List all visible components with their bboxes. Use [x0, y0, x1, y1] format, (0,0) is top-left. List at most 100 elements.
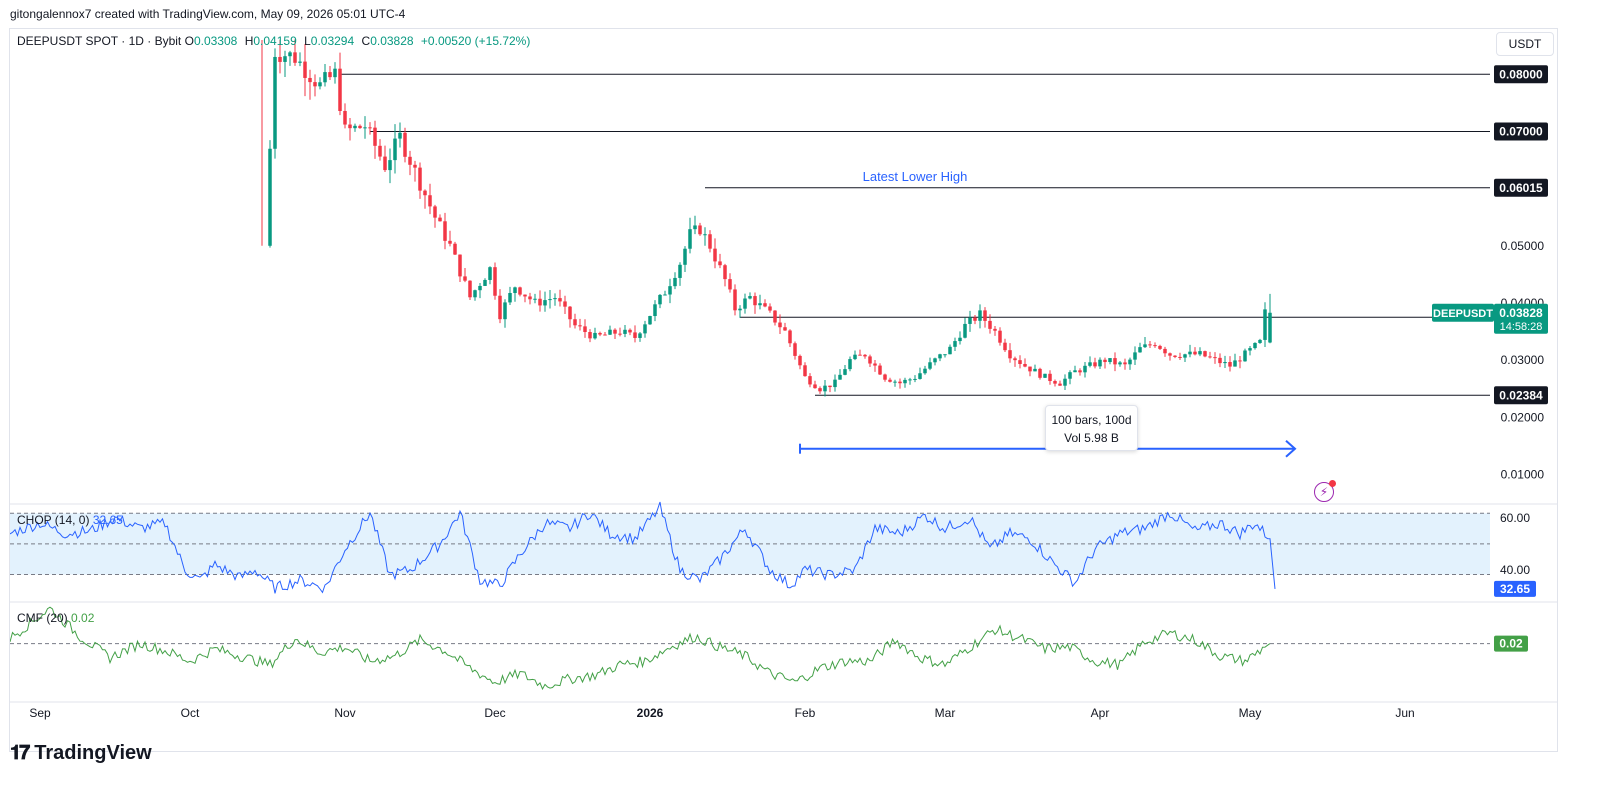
candle-up	[1068, 372, 1072, 379]
candle-down	[1048, 373, 1052, 382]
brand-name: TradingView	[34, 742, 152, 764]
high-value: 0.04159	[253, 34, 297, 48]
candle-down	[558, 298, 562, 302]
candle-up	[398, 132, 402, 139]
candle-down	[628, 329, 632, 333]
candle-down	[828, 385, 832, 388]
candle-up	[1268, 312, 1272, 343]
candle-up	[298, 61, 302, 63]
close-label: C	[361, 34, 371, 48]
chop-line	[9, 501, 1276, 594]
candle-down	[858, 354, 862, 356]
high-label: H	[244, 34, 254, 48]
lightning-icon[interactable]: ⚡	[1314, 480, 1336, 502]
candle-down	[788, 330, 792, 344]
candle-up	[1063, 378, 1067, 386]
candle-down	[1013, 358, 1017, 361]
candle-up	[933, 358, 937, 363]
current-price-label: 0.03828	[1499, 306, 1543, 320]
date-range-arrow-head	[1285, 439, 1297, 458]
candle-down	[1123, 362, 1127, 365]
candle-down	[443, 221, 447, 241]
candle-down	[1093, 362, 1097, 367]
candle-down	[418, 167, 422, 191]
candle-down	[793, 343, 797, 356]
candle-up	[1183, 354, 1187, 358]
candle-down	[563, 301, 567, 307]
currency-button[interactable]: USDT	[1496, 32, 1554, 56]
candle-up	[918, 373, 922, 379]
low-label: L	[304, 34, 311, 48]
candle-down	[423, 190, 427, 196]
candle-up	[693, 225, 697, 230]
candle-up	[1128, 359, 1132, 365]
candle-down	[578, 325, 582, 327]
candle-up	[513, 287, 517, 294]
candle-down	[613, 329, 617, 334]
candle-up	[323, 72, 327, 83]
level-price-label: 0.08000	[1499, 67, 1543, 81]
symbol-name: DEEPUSDT SPOT · 1D · Bybit	[17, 34, 182, 48]
candle-up	[1088, 362, 1092, 366]
candle-up	[833, 379, 837, 388]
candle-down	[773, 310, 777, 323]
symbol-price-tag	[1432, 303, 1494, 322]
level-price-label: 0.07000	[1499, 124, 1543, 138]
candle-down	[378, 145, 382, 157]
candle-down	[1218, 357, 1222, 364]
candle-down	[448, 240, 452, 244]
candle-down	[1113, 358, 1117, 365]
measure-volume: Vol 5.98 B	[1064, 431, 1119, 445]
candle-down	[763, 303, 767, 307]
candle-up	[393, 138, 397, 161]
candle-up	[893, 381, 897, 383]
symbol-legend[interactable]: DEEPUSDT SPOT · 1D · Bybit O0.03308 H0.0…	[17, 34, 534, 48]
candle-down	[413, 164, 417, 168]
candle-up	[333, 68, 337, 78]
candle-down	[1193, 351, 1197, 355]
candle-up	[1223, 362, 1227, 364]
open-value: 0.03308	[193, 34, 238, 48]
candle-down	[538, 298, 542, 306]
chop-legend[interactable]: CHOP (14, 0) 32.65	[17, 513, 123, 527]
tradingview-logo[interactable]: 𝟏𝟕 TradingView	[10, 742, 152, 765]
candle-down	[588, 332, 592, 339]
candle-up	[838, 374, 842, 380]
candle-down	[713, 248, 717, 262]
candle-up	[1233, 360, 1237, 367]
candle-down	[1103, 359, 1107, 363]
candle-up	[553, 298, 557, 300]
time-tick-label: Sep	[29, 706, 51, 720]
candle-down	[1078, 370, 1082, 373]
candle-up	[533, 298, 537, 300]
candle-down	[753, 296, 757, 306]
price-tick-label: 0.01000	[1501, 467, 1545, 481]
candle-up	[503, 302, 507, 320]
candle-up	[1073, 370, 1077, 373]
time-tick-label: Feb	[795, 706, 816, 720]
candle-up	[288, 52, 292, 57]
candle-down	[708, 234, 712, 249]
candle-up	[1133, 352, 1137, 360]
time-tick-label: Dec	[484, 706, 505, 720]
candle-down	[313, 82, 317, 87]
time-tick-label: Jun	[1395, 706, 1414, 720]
candle-up	[1118, 362, 1122, 365]
cmf-legend[interactable]: CMF (20) 0.02	[17, 611, 94, 625]
candle-down	[1178, 356, 1182, 358]
candle-down	[1053, 381, 1057, 384]
candle-down	[733, 289, 737, 311]
price-tick-label: 0.05000	[1501, 239, 1545, 253]
candle-up	[1098, 359, 1102, 367]
candle-up	[548, 299, 552, 301]
candle-down	[568, 306, 572, 320]
chop-tick-label: 40.00	[1500, 563, 1530, 577]
candle-down	[278, 56, 282, 62]
chop-value-tag	[1494, 580, 1536, 597]
candle-down	[1163, 348, 1167, 354]
level-price-label: 0.02384	[1499, 388, 1543, 402]
chop-value-tag-label: 32.65	[1500, 582, 1530, 596]
candle-up	[668, 286, 672, 295]
candle-up	[1263, 309, 1267, 340]
